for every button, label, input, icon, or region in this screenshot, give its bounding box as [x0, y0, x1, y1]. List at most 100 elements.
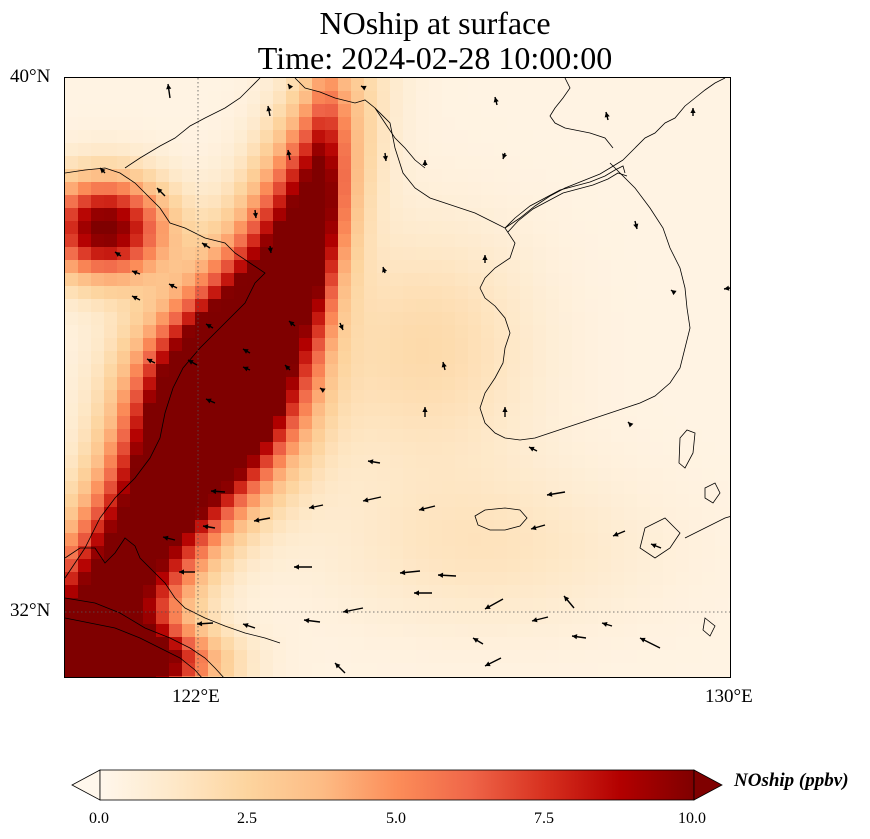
field-cell [481, 429, 495, 443]
field-cell [351, 91, 365, 105]
field-cell [728, 143, 730, 157]
field-cell [221, 507, 235, 521]
field-cell [221, 585, 235, 599]
wind-arrow [360, 85, 367, 91]
field-cell [572, 273, 586, 287]
field-cell [507, 117, 521, 131]
field-cell [65, 143, 79, 157]
field-cell [494, 221, 508, 235]
field-cell [143, 325, 157, 339]
field-cell [273, 312, 287, 326]
field-cell [364, 429, 378, 443]
field-cell [585, 494, 599, 508]
field-cell [325, 312, 339, 326]
field-cell [481, 533, 495, 547]
field-cell [624, 130, 638, 144]
field-cell [208, 208, 222, 222]
field-cell [130, 585, 144, 599]
field-cell [364, 494, 378, 508]
field-cell [104, 117, 118, 131]
field-cell [455, 377, 469, 391]
field-cell [221, 273, 235, 287]
field-cell [156, 676, 170, 677]
field-cell [663, 663, 677, 677]
field-cell [364, 520, 378, 534]
field-cell [78, 247, 92, 261]
field-cell [507, 104, 521, 118]
wind-arrow [162, 535, 176, 541]
field-cell [585, 78, 599, 92]
field-cell [143, 286, 157, 300]
field-cell [351, 416, 365, 430]
field-cell [650, 650, 664, 664]
field-cell [442, 377, 456, 391]
field-cell [689, 364, 703, 378]
field-cell [364, 676, 378, 677]
wind-arrow [362, 496, 382, 503]
field-cell [494, 481, 508, 495]
field-cell [520, 676, 534, 677]
field-cell [169, 520, 183, 534]
field-cell [455, 143, 469, 157]
field-cell [169, 325, 183, 339]
field-cell [481, 377, 495, 391]
field-cell [455, 390, 469, 404]
field-cell [650, 598, 664, 612]
field-cell [299, 351, 313, 365]
field-cell [624, 286, 638, 300]
field-cell [260, 130, 274, 144]
field-cell [130, 403, 144, 417]
field-cell [117, 546, 131, 560]
field-cell [65, 429, 79, 443]
field-cell [208, 533, 222, 547]
field-cell [364, 650, 378, 664]
field-cell [312, 351, 326, 365]
field-cell [156, 156, 170, 170]
field-cell [351, 286, 365, 300]
field-cell [546, 494, 560, 508]
field-cell [611, 143, 625, 157]
field-cell [689, 260, 703, 274]
field-cell [390, 624, 404, 638]
field-cell [182, 260, 196, 274]
field-cell [65, 559, 79, 573]
field-cell [611, 598, 625, 612]
field-cell [182, 299, 196, 313]
field-cell [689, 533, 703, 547]
field-cell [546, 650, 560, 664]
field-cell [572, 78, 586, 92]
field-cell [208, 169, 222, 183]
field-cell [403, 611, 417, 625]
field-cell [286, 195, 300, 209]
field-cell [468, 130, 482, 144]
field-cell [624, 247, 638, 261]
field-cell [351, 442, 365, 456]
field-cell [572, 598, 586, 612]
field-cell [351, 312, 365, 326]
field-cell [702, 351, 716, 365]
field-cell [143, 611, 157, 625]
field-cell [598, 442, 612, 456]
field-cell [559, 442, 573, 456]
field-cell [481, 221, 495, 235]
field-cell [676, 572, 690, 586]
wind-arrow [493, 96, 499, 106]
field-cell [338, 104, 352, 118]
field-cell [650, 338, 664, 352]
field-cell [507, 676, 521, 677]
field-cell [286, 390, 300, 404]
field-cell [234, 676, 248, 677]
field-cell [598, 338, 612, 352]
field-cell [650, 195, 664, 209]
field-cell [468, 286, 482, 300]
field-cell [65, 195, 79, 209]
field-cell [416, 468, 430, 482]
field-cell [260, 377, 274, 391]
field-cell [715, 442, 729, 456]
field-cell [689, 182, 703, 196]
field-cell [91, 91, 105, 105]
field-cell [312, 273, 326, 287]
field-cell [130, 78, 144, 92]
field-cell [390, 182, 404, 196]
field-cell [676, 156, 690, 170]
